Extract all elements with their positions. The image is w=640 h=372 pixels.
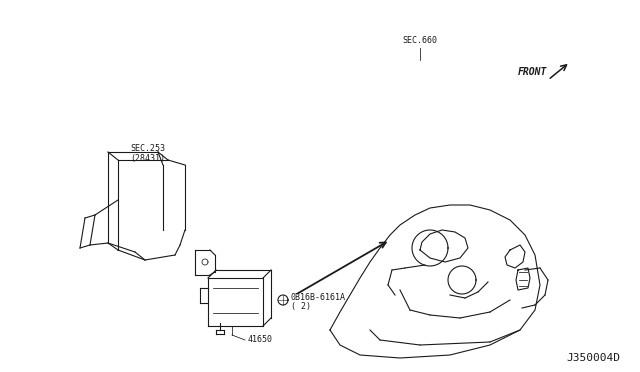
Text: 41650: 41650 <box>248 336 273 344</box>
Text: (28431): (28431) <box>131 154 166 163</box>
Text: J350004D: J350004D <box>566 353 620 363</box>
Text: FRONT: FRONT <box>518 67 547 77</box>
Text: SEC.253: SEC.253 <box>131 144 166 153</box>
Text: ( 2): ( 2) <box>291 301 311 311</box>
Text: SEC.660: SEC.660 <box>403 35 438 45</box>
Text: 0B16B-6161A: 0B16B-6161A <box>291 294 346 302</box>
